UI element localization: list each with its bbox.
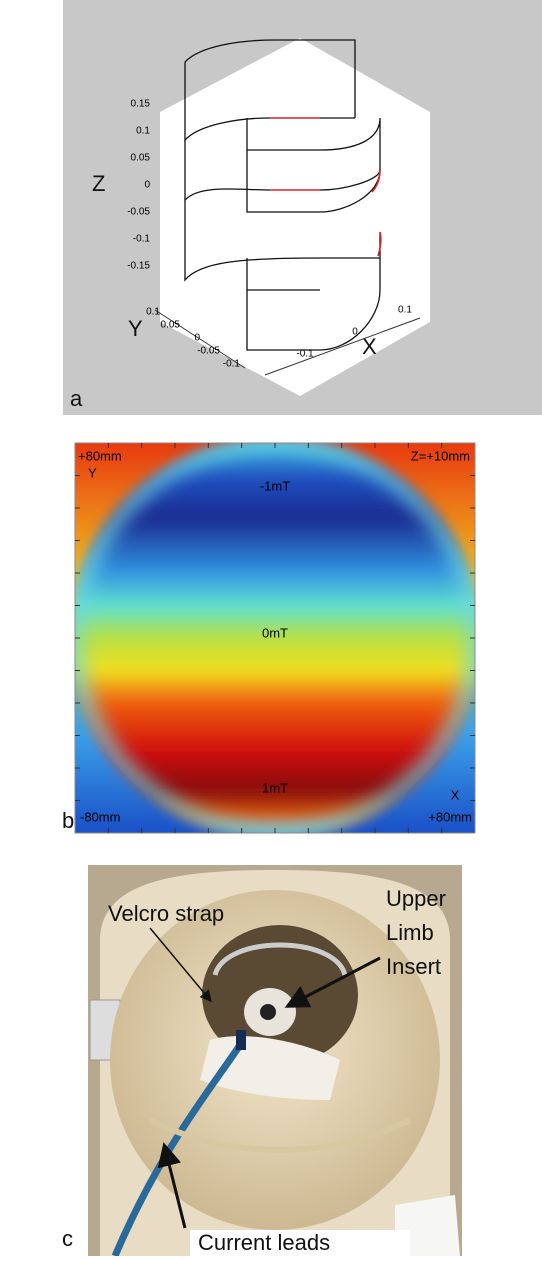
annotation: Limb <box>386 920 434 945</box>
y-tick-label: -0.05 <box>197 346 220 357</box>
y-tick-label: 0 <box>194 333 200 344</box>
panel-label: a <box>70 386 83 411</box>
panel-c: Velcro strap Upper Limb Insert Current l… <box>62 865 462 1256</box>
annotation: -1mT <box>260 478 290 493</box>
z-tick-label: -0.15 <box>127 261 150 272</box>
annotation: Insert <box>386 954 441 979</box>
y-axis-title: Y <box>128 316 143 341</box>
annotation: 1mT <box>262 780 288 795</box>
figure: 0.150.10.050-0.05-0.1-0.15Z0.10.050-0.05… <box>0 0 542 1256</box>
z-axis-title: Z <box>92 171 105 196</box>
y-tick-label: 0.1 <box>146 307 160 318</box>
annotation: 0mT <box>262 625 288 640</box>
z-tick-label: 0.15 <box>131 99 151 110</box>
x-tick-label: -0.1 <box>296 349 314 360</box>
z-tick-label: -0.05 <box>127 207 150 218</box>
annotation: +80mm <box>428 809 472 824</box>
plot-box <box>160 38 430 396</box>
annotation: X <box>451 787 460 802</box>
annotation: Upper <box>386 886 446 911</box>
annotation: Z=+10mm <box>411 448 470 463</box>
z-tick-label: -0.1 <box>133 234 151 245</box>
annotation: Velcro strap <box>108 901 224 926</box>
x-tick-label: 0 <box>352 327 358 338</box>
panel-a: 0.150.10.050-0.05-0.1-0.15Z0.10.050-0.05… <box>63 0 542 415</box>
x-axis-title: X <box>362 334 377 359</box>
panel-label: b <box>62 808 74 833</box>
annotation: Y <box>88 465 97 480</box>
page: 0.150.10.050-0.05-0.1-0.15Z0.10.050-0.05… <box>0 0 542 1261</box>
y-tick-label: -0.1 <box>223 359 241 370</box>
annotation: +80mm <box>78 448 122 463</box>
z-tick-label: 0.05 <box>131 153 151 164</box>
panel-label: c <box>62 1226 73 1251</box>
y-tick-label: 0.05 <box>161 320 181 331</box>
z-tick-label: 0 <box>144 180 150 191</box>
annotation: -80mm <box>80 809 120 824</box>
panel-b: +80mm Y Z=+10mm -1mT 0mT 1mT X -80mm +80… <box>62 438 480 838</box>
x-tick-label: 0.1 <box>398 305 412 316</box>
z-tick-label: 0.1 <box>136 126 150 137</box>
annotation: Current leads <box>198 1230 330 1255</box>
